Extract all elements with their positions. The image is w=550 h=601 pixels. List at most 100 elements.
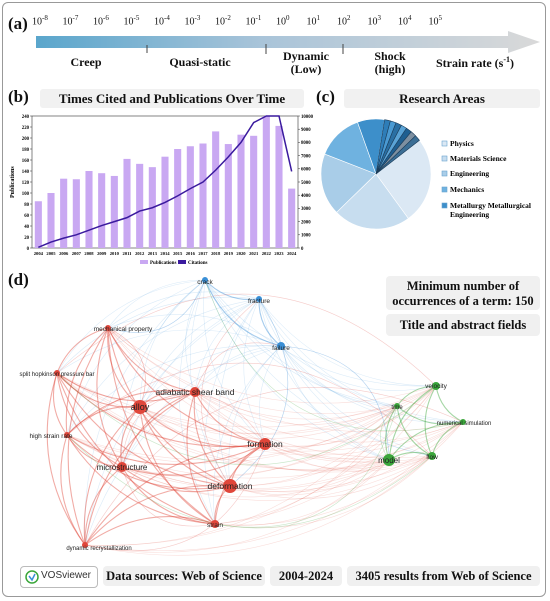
keyword-network: crack fracture failure mechanical property s… [19, 277, 491, 556]
network-edge [194, 391, 266, 445]
right-tick-label: 5000 [301, 181, 311, 186]
network-edge [107, 327, 464, 433]
network-edge [121, 421, 464, 491]
network-edge [186, 391, 216, 525]
publication-bar [72, 179, 80, 248]
left-tick-label: 20 [24, 236, 29, 241]
network-edge [56, 372, 123, 468]
network-edge [66, 279, 206, 436]
pie-slice [336, 173, 409, 230]
network-edge [139, 406, 266, 448]
network-edge [67, 327, 109, 546]
network-node [64, 432, 70, 438]
strain-rate-tick: 10-2 [215, 14, 231, 28]
network-node-label: velocity [425, 383, 447, 390]
network-edge [66, 434, 123, 468]
pie-slice [320, 153, 377, 213]
network-edge [84, 298, 260, 546]
fields-box: Title and abstract fields [386, 314, 540, 336]
network-edge [139, 394, 266, 445]
network-edge [280, 345, 390, 461]
x-tick-label: 2017 [198, 251, 208, 256]
network-edge [66, 389, 196, 436]
publication-bar [186, 146, 194, 248]
network-edge [139, 406, 216, 525]
network-edge [121, 466, 231, 493]
left-tick-label: 100 [22, 192, 30, 197]
right-tick-label: 9000 [301, 128, 311, 133]
network-edge [214, 385, 437, 525]
network-edge [204, 279, 464, 423]
strain-rate-region: Creep [70, 55, 102, 69]
strain-rate-tick: 10-3 [184, 14, 201, 28]
network-node-label: strain [207, 522, 223, 529]
network-edge [66, 434, 433, 529]
network-edge [229, 298, 289, 487]
network-edge [204, 298, 260, 525]
legend-swatch [441, 155, 448, 162]
network-edge [107, 327, 146, 408]
network-node [394, 403, 400, 409]
network-edge [193, 391, 231, 487]
vosviewer-logo-text: VOSviewer [41, 570, 92, 581]
network-node [82, 542, 88, 548]
legend-citations: Citations [188, 261, 208, 266]
x-tick-label: 2004 [34, 251, 44, 256]
network-node [211, 520, 219, 528]
network-edge [185, 279, 206, 393]
publication-bar [224, 144, 232, 248]
publication-bar [250, 135, 258, 248]
network-edge [66, 434, 266, 465]
network-edge [56, 293, 437, 387]
x-tick-label: 2015 [173, 251, 183, 256]
network-edge [194, 391, 433, 463]
network-edge [204, 279, 433, 457]
network-edge [96, 327, 123, 468]
network-edge [200, 298, 260, 487]
network-edge [380, 405, 398, 461]
network-edge [107, 279, 206, 329]
vosviewer-logo: VOSviewer [20, 566, 98, 588]
left-tick-label: 0 [27, 247, 30, 252]
network-node [223, 479, 237, 493]
network-edge [258, 298, 398, 407]
network-edge [194, 342, 282, 393]
network-edge [194, 385, 437, 420]
network-edge [66, 421, 464, 479]
strain-rate-tick: 101 [306, 14, 321, 28]
network-edge [83, 406, 141, 546]
legend-label: Mechanics [450, 185, 484, 194]
left-tick-label: 40 [24, 225, 29, 230]
network-edge [229, 298, 289, 487]
network-edge [204, 279, 282, 347]
network-edge [229, 298, 289, 487]
network-edge [107, 279, 206, 333]
research-areas-pie: Physics Materials Science Engineering Mecha… [320, 118, 531, 230]
network-edge [84, 484, 231, 546]
publication-bar [199, 143, 207, 248]
network-edge [56, 372, 437, 428]
right-tick-label: 7000 [301, 154, 311, 159]
network-edge [258, 298, 282, 347]
network-node-label: time [391, 405, 403, 411]
network-edge [218, 298, 260, 487]
network-edge [228, 345, 282, 487]
network-edge [204, 279, 437, 387]
network-edge [56, 327, 109, 374]
network-edge [107, 327, 398, 414]
network-edge [121, 459, 390, 498]
network-edge [84, 279, 206, 546]
x-tick-label: 2014 [160, 251, 170, 256]
network-node-label: failure [272, 345, 290, 352]
x-tick-label: 2019 [224, 251, 234, 256]
x-tick-label: 2011 [123, 251, 133, 256]
network-edge [66, 298, 260, 436]
right-tick-label: 3000 [301, 207, 311, 212]
network-edge [280, 345, 464, 423]
right-tick-label: 2000 [301, 220, 311, 225]
network-edge [194, 298, 260, 393]
network-edge [66, 362, 433, 457]
network-node-label: dynamic recrystallization [66, 546, 131, 552]
publication-bar [174, 149, 182, 248]
network-edge [194, 391, 398, 425]
